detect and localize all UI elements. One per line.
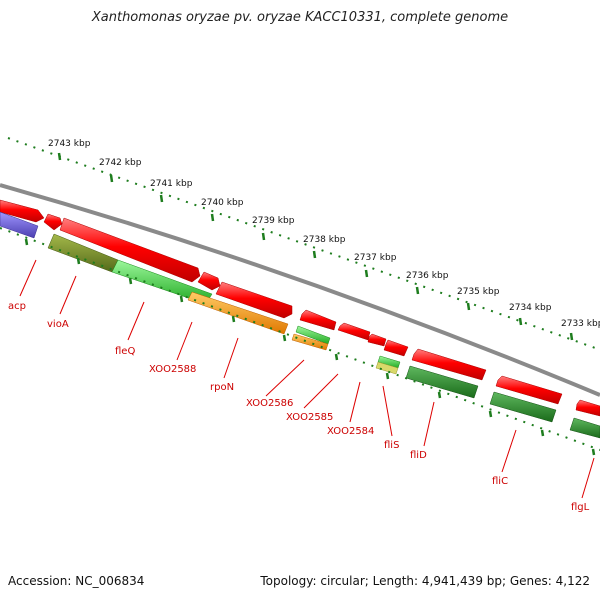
- gene-feature: [187, 291, 289, 335]
- tick-label: 2740 kbp: [201, 198, 244, 208]
- tick-label: 2734 kbp: [509, 303, 552, 313]
- reverse-strand-genes: [0, 211, 600, 439]
- gene-label: fliS: [384, 440, 399, 451]
- leader-line: [581, 457, 595, 499]
- tick-mark: [282, 334, 287, 342]
- tick-mark: [179, 295, 184, 303]
- tick-mark: [231, 315, 236, 323]
- tick-mark: [437, 391, 442, 399]
- tick-mark: [591, 448, 596, 456]
- gene-label: fliC: [492, 476, 508, 487]
- tick-mark: [210, 213, 215, 222]
- gene-feature: [0, 211, 39, 239]
- tick-mark: [466, 302, 471, 311]
- leader-line: [349, 381, 361, 423]
- gene-feature: [0, 199, 45, 223]
- gene-feature: [367, 333, 387, 347]
- tick-mark: [518, 317, 523, 326]
- tick-mark: [24, 238, 29, 246]
- tick-label: 2735 kbp: [457, 287, 500, 297]
- gene-feature: [291, 333, 329, 351]
- tick-mark: [334, 353, 339, 361]
- tick-mark: [364, 269, 369, 278]
- gene-feature: [43, 213, 63, 231]
- gene-feature: [383, 339, 409, 357]
- map-title: Xanthomonas oryzae pv. oryzae KACC10331,…: [91, 10, 509, 25]
- forward-strand-genes: [0, 199, 600, 417]
- tick-marks: [57, 152, 574, 341]
- accession-text: Accession: NC_006834: [8, 574, 145, 588]
- gene-feature: [569, 417, 600, 439]
- tick-mark: [159, 194, 164, 203]
- gene-feature: [405, 365, 479, 399]
- tick-mark: [312, 250, 317, 259]
- gene-label: vioA: [47, 319, 69, 330]
- leader-line: [127, 301, 145, 341]
- leader-line: [19, 259, 37, 297]
- gene-feature: [375, 361, 399, 375]
- gene-feature: [215, 281, 293, 319]
- tick-mark: [128, 277, 133, 285]
- gene-label: XOO2585: [286, 412, 333, 423]
- gene-feature: [197, 271, 221, 291]
- tick-mark: [488, 410, 493, 418]
- tick-mark: [385, 372, 390, 380]
- tick-mark: [261, 232, 266, 241]
- tick-label: 2738 kbp: [303, 235, 346, 245]
- gene-feature: [411, 348, 487, 381]
- gene-label: XOO2588: [149, 364, 196, 375]
- gene-feature: [575, 399, 600, 417]
- inner-tick-marks: [24, 238, 596, 456]
- gene-label: acp: [8, 301, 26, 312]
- leader-line: [223, 337, 239, 379]
- leader-line: [501, 429, 517, 473]
- leader-line: [303, 373, 339, 409]
- gene-label: XOO2584: [327, 426, 374, 437]
- tick-label: 2742 kbp: [99, 158, 142, 168]
- tick-mark: [109, 174, 114, 183]
- tick-mark: [569, 332, 574, 341]
- gene-feature: [337, 322, 371, 341]
- tick-label: 2736 kbp: [406, 271, 449, 281]
- gene-label: flgL: [571, 502, 590, 513]
- tick-label: 2739 kbp: [252, 216, 295, 226]
- leader-lines: [19, 259, 595, 499]
- gene-label: fliD: [410, 450, 427, 461]
- gene-feature: [299, 309, 337, 331]
- tick-mark: [540, 429, 545, 437]
- gene-feature: [59, 217, 201, 283]
- tick-mark: [415, 286, 420, 295]
- genome-backbone: [0, 183, 600, 397]
- tick-mark: [76, 257, 81, 265]
- tick-label: 2733 kbp: [561, 319, 600, 329]
- gene-label: XOO2586: [246, 398, 293, 409]
- leader-line: [176, 321, 193, 361]
- gene-label: fleQ: [115, 346, 135, 357]
- gene-feature: [495, 375, 563, 405]
- tick-label: 2743 kbp: [48, 139, 91, 149]
- tick-label: 2741 kbp: [150, 179, 193, 189]
- leader-line: [59, 275, 77, 315]
- gene-feature: [489, 391, 557, 423]
- tick-mark: [57, 152, 62, 161]
- gene-label: rpoN: [210, 382, 234, 393]
- leader-line: [382, 385, 393, 437]
- leader-line: [265, 359, 305, 397]
- tick-track: [7, 137, 599, 350]
- tick-label: 2737 kbp: [354, 253, 397, 263]
- leader-line: [423, 401, 435, 447]
- topology-text: Topology: circular; Length: 4,941,439 bp…: [260, 574, 590, 588]
